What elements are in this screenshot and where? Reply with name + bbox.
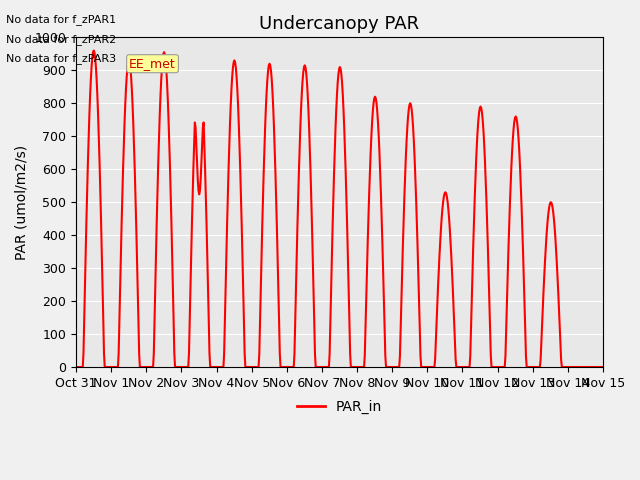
- Text: EE_met: EE_met: [129, 57, 176, 70]
- Text: No data for f_zPAR3: No data for f_zPAR3: [6, 53, 116, 64]
- Text: No data for f_zPAR2: No data for f_zPAR2: [6, 34, 116, 45]
- Y-axis label: PAR (umol/m2/s): PAR (umol/m2/s): [15, 144, 29, 260]
- Title: Undercanopy PAR: Undercanopy PAR: [259, 15, 420, 33]
- Text: No data for f_zPAR1: No data for f_zPAR1: [6, 14, 116, 25]
- Legend: PAR_in: PAR_in: [291, 394, 388, 420]
